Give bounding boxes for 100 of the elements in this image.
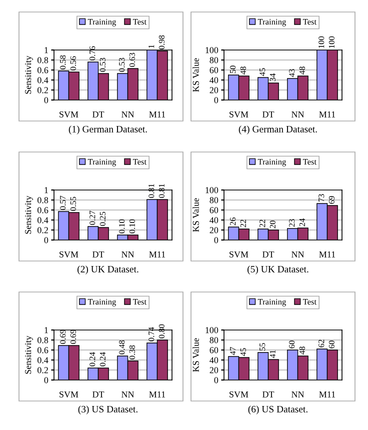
y-tick-label: 40	[210, 357, 218, 364]
text: (2) UK Dataset.	[78, 266, 138, 274]
y-tick-label: 60	[210, 207, 218, 214]
y-tick-label: 0.4	[38, 77, 48, 84]
y-tick-label: 0.2	[38, 87, 48, 94]
text: (5) UK Dataset.	[248, 266, 308, 274]
y-tick-label: 0	[44, 237, 48, 244]
data-label: 100	[318, 36, 324, 48]
data-label: 0.38	[129, 345, 136, 360]
data-label: 62	[318, 340, 324, 348]
data-label: 50	[230, 66, 236, 74]
x-tick-label: M11	[149, 251, 166, 258]
data-label: 100	[328, 36, 334, 48]
data-label: 0.10	[119, 219, 125, 234]
y-tick-label: 60	[210, 347, 218, 354]
legend-label: Training	[88, 299, 116, 306]
y-tick-label: 40	[210, 77, 218, 84]
x-tick-label: M11	[319, 391, 336, 398]
data-label: 47	[230, 347, 236, 355]
x-tick-label: SVM	[60, 251, 78, 258]
data-label: 0.81	[158, 184, 165, 198]
x-tick-label: NN	[291, 111, 304, 118]
data-label: 0.10	[129, 219, 136, 234]
y-tick-label: 20	[210, 87, 218, 94]
legend-label: Test	[302, 299, 317, 305]
text: (6) US Dataset.	[248, 406, 308, 414]
x-tick-label: DT	[262, 391, 274, 398]
data-label: 22	[240, 220, 246, 228]
y-tick-label: 80	[210, 57, 218, 64]
data-label: 43	[289, 69, 295, 77]
x-tick-label: DT	[92, 391, 104, 398]
y-tick-label: 0	[44, 97, 48, 104]
y-tick-label: 100	[206, 187, 218, 194]
legend-label: Training	[258, 19, 286, 26]
data-label: 0.53	[119, 58, 125, 72]
data-label: 45	[240, 348, 246, 356]
x-tick-label: M11	[149, 391, 166, 398]
y-tick-label: 0.8	[38, 197, 48, 204]
y-tick-label: 20	[210, 227, 218, 234]
data-label: 60	[328, 340, 334, 348]
legend-label: Training	[258, 299, 286, 306]
legend-label: Training	[88, 159, 116, 166]
data-label: 45	[260, 68, 266, 76]
data-label: 48	[299, 66, 305, 74]
x-tick-label: NN	[121, 391, 134, 398]
x-tick-label: M11	[319, 251, 336, 258]
data-label: 55	[260, 343, 266, 351]
data-label: 0.24	[90, 352, 96, 366]
x-tick-label: M11	[319, 111, 336, 118]
x-tick-label: DT	[92, 111, 104, 118]
legend-label: Test	[132, 19, 147, 25]
data-label: 48	[299, 346, 305, 354]
y-tick-label: 0	[214, 237, 218, 244]
x-tick-label: SVM	[60, 391, 78, 398]
y-tick-label: 0.4	[38, 217, 48, 224]
y-tick-label: 0.8	[38, 57, 48, 64]
y-tick-label: 0	[214, 97, 218, 104]
data-label: 0.74	[148, 327, 154, 342]
data-label: 0.56	[70, 56, 76, 70]
data-label: 0.81	[148, 184, 154, 198]
y-tick-label: 0.4	[38, 357, 48, 364]
y-tick-label: 0.2	[38, 367, 48, 374]
data-label: 34	[270, 73, 276, 82]
legend-label: Training	[258, 159, 286, 166]
y-tick-label: 0.8	[38, 337, 48, 344]
data-label: 0.25	[100, 212, 106, 226]
data-label: 69	[328, 196, 334, 204]
x-tick-label: NN	[291, 251, 304, 258]
data-label: 0.57	[60, 196, 66, 210]
data-label: 0.63	[129, 52, 136, 67]
x-tick-label: SVM	[230, 251, 248, 258]
x-tick-label: SVM	[60, 111, 78, 118]
data-label: 0.24	[100, 352, 106, 366]
y-tick-label: 0.2	[38, 227, 48, 234]
data-label: 0.58	[60, 55, 66, 70]
data-label: 24	[299, 218, 305, 226]
y-tick-label: 100	[206, 47, 218, 54]
y-tick-label: 1	[44, 327, 48, 334]
y-axis-title: KS Value	[192, 58, 199, 92]
data-label: 60	[289, 340, 295, 348]
y-axis-title: Sensitivity	[25, 336, 33, 374]
x-tick-label: DT	[92, 251, 104, 258]
data-label: 41	[270, 350, 276, 358]
data-label: 0.76	[90, 46, 96, 60]
y-axis-title: KS Value	[192, 338, 199, 372]
y-tick-label: 0.6	[38, 347, 48, 354]
data-label: 1	[148, 44, 154, 48]
x-tick-label: M11	[149, 111, 166, 118]
y-tick-label: 1	[44, 187, 48, 194]
y-axis-title: KS Value	[192, 198, 199, 232]
legend-label: Test	[132, 159, 147, 165]
x-tick-label: SVM	[230, 391, 248, 398]
text: (3) US Dataset.	[78, 406, 138, 414]
y-tick-label: 100	[206, 327, 218, 334]
legend-label: Test	[302, 19, 317, 25]
data-label: 0.80	[158, 324, 165, 338]
y-tick-label: 80	[210, 197, 218, 204]
y-tick-label: 1	[44, 47, 48, 54]
legend-label: Training	[88, 19, 116, 26]
text: (1) German Dataset.	[68, 126, 147, 134]
